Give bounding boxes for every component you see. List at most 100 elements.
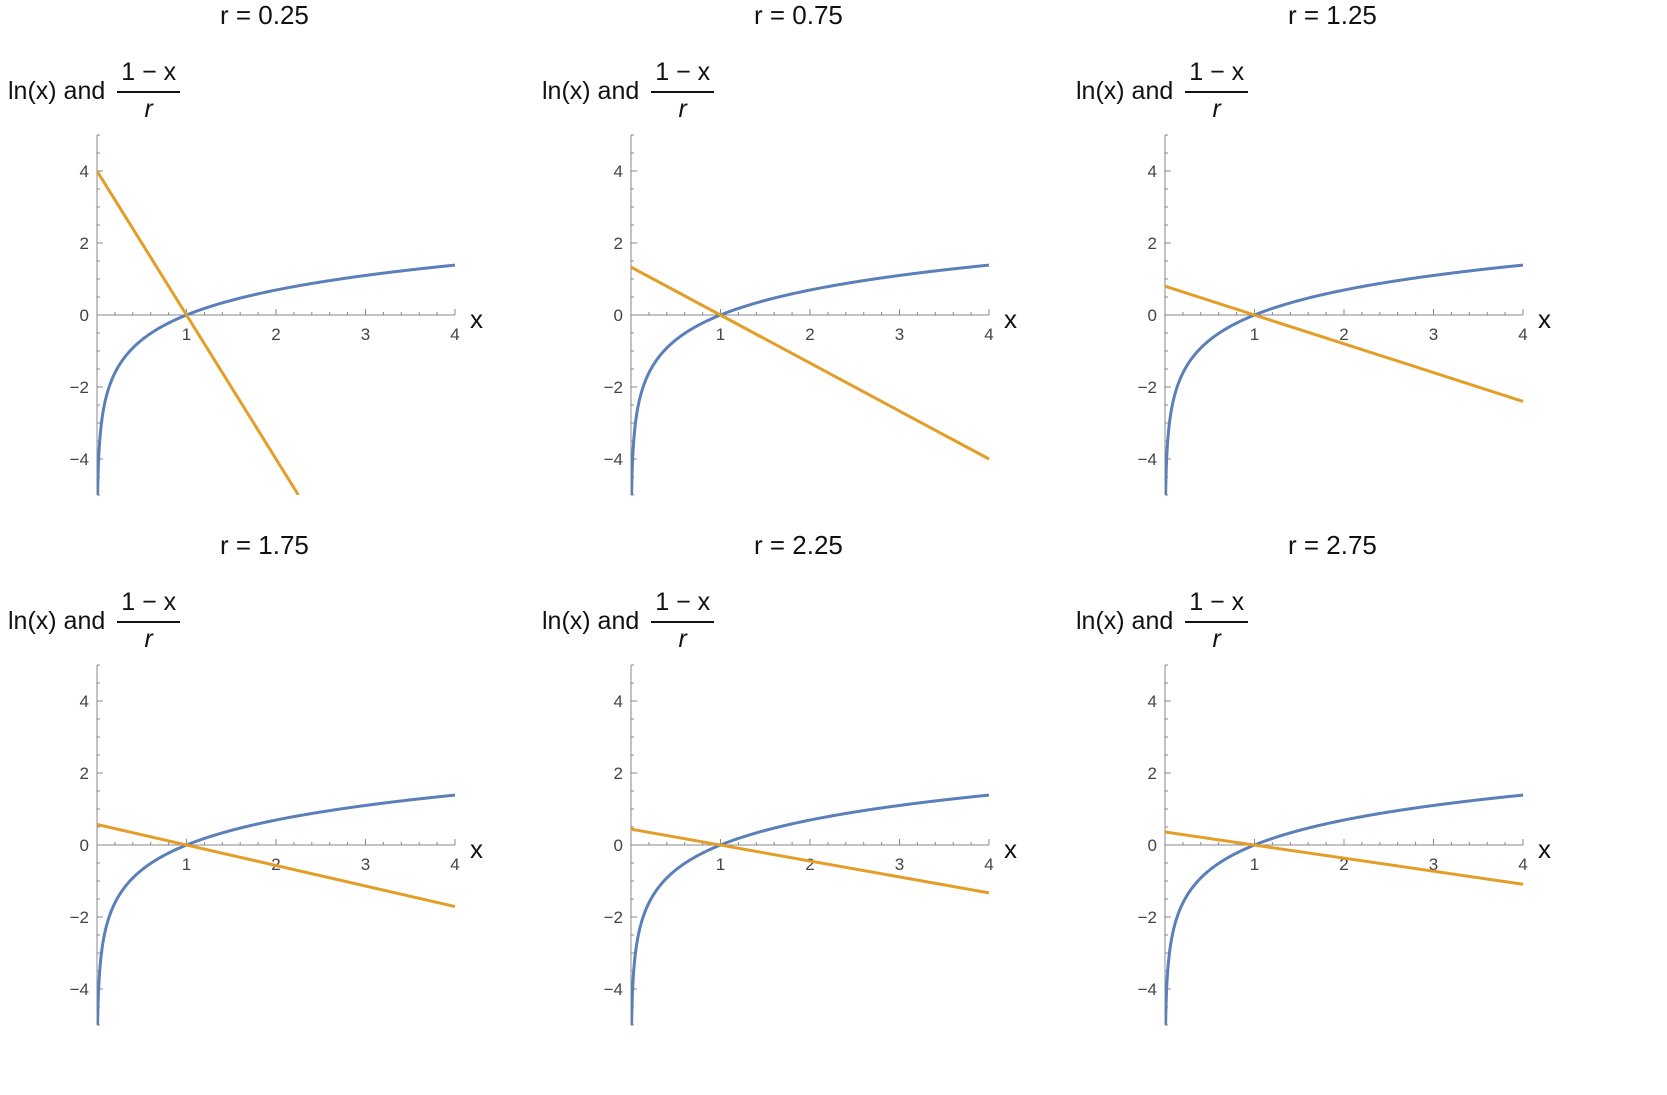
ln-curve-series (1165, 263, 1524, 495)
fraction-numerator: 1 − x (1185, 588, 1249, 623)
y-tick-label: 4 (80, 692, 89, 711)
y-axis-label: ln(x) and 1 − x r (8, 588, 181, 654)
plot-title: r = 1.75 (220, 530, 309, 560)
y-tick-label: −2 (1138, 908, 1157, 927)
x-tick-label: 1 (716, 325, 725, 344)
plot-title: r = 2.75 (1288, 530, 1377, 560)
series-group (97, 793, 456, 1025)
y-tick-label: 2 (80, 764, 89, 783)
plot-panel-r-1.75: r = 1.75 ln(x) and 1 − x r x 1 2 3 4 −4 −2 0 2 4 (0, 530, 560, 1075)
fraction: 1 − x r (117, 58, 181, 124)
y-tick-label: 0 (614, 836, 623, 855)
y-tick-label: 2 (80, 234, 89, 253)
x-axis-label: x (470, 834, 483, 864)
x-tick-label: 3 (895, 855, 904, 874)
x-axis-label: x (470, 304, 483, 334)
x-tick-label: 3 (361, 325, 370, 344)
plot-title: r = 0.75 (754, 0, 843, 30)
plot-panel-r-0.25: r = 0.25 ln(x) and 1 − x r x 1 2 3 4 −4 −2 0 2 4 (0, 0, 560, 545)
series-group (1165, 263, 1524, 495)
series-group (97, 170, 456, 495)
x-tick-label: 1 (182, 325, 191, 344)
linear-series (1165, 284, 1524, 403)
fraction: 1 − x r (117, 588, 181, 654)
plot-panel-r-1.25: r = 1.25 ln(x) and 1 − x r x 1 2 3 4 −4 −2 0 2 4 (1068, 0, 1628, 545)
fraction-denominator: r (1212, 625, 1221, 653)
y-tick-label: −4 (1138, 980, 1157, 999)
series-group (631, 263, 990, 495)
y-axis-label: ln(x) and 1 − x r (542, 588, 715, 654)
y-tick-label: 2 (614, 764, 623, 783)
y-axis-label: ln(x) and 1 − x r (1076, 588, 1249, 654)
plot-title: r = 0.25 (220, 0, 309, 30)
ln-curve-series (631, 263, 990, 495)
fraction: 1 − x r (1185, 588, 1249, 654)
plot-panel-r-2.25: r = 2.25 ln(x) and 1 − x r x 1 2 3 4 −4 −2 0 2 4 (534, 530, 1094, 1075)
y-tick-label: −2 (70, 908, 89, 927)
x-axis-label: x (1004, 834, 1017, 864)
x-tick-label: 1 (1250, 855, 1259, 874)
x-tick-label: 3 (1429, 855, 1438, 874)
x-tick-label: 1 (716, 855, 725, 874)
y-axis-label: ln(x) and 1 − x r (1076, 58, 1249, 124)
linear-series (97, 170, 300, 495)
y-tick-label: 2 (1148, 234, 1157, 253)
y-tick-label: −4 (604, 450, 623, 469)
linear-series (631, 265, 990, 461)
x-tick-label: 3 (1429, 325, 1438, 344)
x-tick-label: 2 (805, 325, 814, 344)
x-tick-label: 2 (1339, 325, 1348, 344)
y-tick-label: −2 (604, 908, 623, 927)
x-tick-label: 1 (1250, 325, 1259, 344)
y-axis-label-prefix: ln(x) and (1076, 76, 1174, 105)
y-tick-label: 4 (1148, 162, 1157, 181)
plot-panel-r-2.75: r = 2.75 ln(x) and 1 − x r x 1 2 3 4 −4 −2 0 2 4 (1068, 530, 1628, 1075)
y-tick-label: −2 (1138, 378, 1157, 397)
y-tick-label: −4 (70, 980, 89, 999)
y-tick-label: 4 (1148, 692, 1157, 711)
x-axis-label: x (1004, 304, 1017, 334)
x-tick-label: 4 (1518, 855, 1527, 874)
ln-curve-series (97, 793, 456, 1025)
x-axis-label: x (1538, 304, 1551, 334)
y-tick-label: 0 (80, 836, 89, 855)
x-tick-label: 2 (271, 325, 280, 344)
linear-series (1165, 830, 1524, 886)
x-tick-label: 3 (895, 325, 904, 344)
y-tick-label: 4 (614, 162, 623, 181)
fraction-numerator: 1 − x (117, 58, 181, 93)
x-tick-label: 4 (450, 325, 459, 344)
y-axis-label: ln(x) and 1 − x r (8, 58, 181, 124)
plot-area: 1 2 3 4 −4 −2 0 2 4 (1138, 664, 1528, 1026)
y-tick-label: −4 (604, 980, 623, 999)
fraction-numerator: 1 − x (1185, 58, 1249, 93)
y-tick-label: −2 (604, 378, 623, 397)
plot-panel-r-0.75: r = 0.75 ln(x) and 1 − x r x 1 2 3 4 −4 −2 0 2 4 (534, 0, 1094, 545)
fraction-denominator: r (144, 625, 153, 653)
y-tick-label: 0 (1148, 836, 1157, 855)
x-tick-label: 2 (1339, 855, 1348, 874)
plot-title: r = 1.25 (1288, 0, 1377, 30)
y-tick-label: 4 (80, 162, 89, 181)
x-tick-label: 1 (182, 855, 191, 874)
x-tick-label: 4 (1518, 325, 1527, 344)
x-tick-label: 4 (984, 325, 993, 344)
y-axis-label-prefix: ln(x) and (1076, 606, 1174, 635)
y-tick-label: −4 (70, 450, 89, 469)
fraction-numerator: 1 − x (117, 588, 181, 623)
y-axis-label: ln(x) and 1 − x r (542, 58, 715, 124)
ln-curve-series (1165, 793, 1524, 1025)
y-tick-label: 2 (1148, 764, 1157, 783)
y-tick-label: 0 (1148, 306, 1157, 325)
fraction: 1 − x r (1185, 58, 1249, 124)
x-tick-label: 3 (361, 855, 370, 874)
fraction-denominator: r (144, 95, 153, 123)
y-tick-label: 4 (614, 692, 623, 711)
fraction-denominator: r (678, 95, 687, 123)
y-tick-label: 0 (80, 306, 89, 325)
